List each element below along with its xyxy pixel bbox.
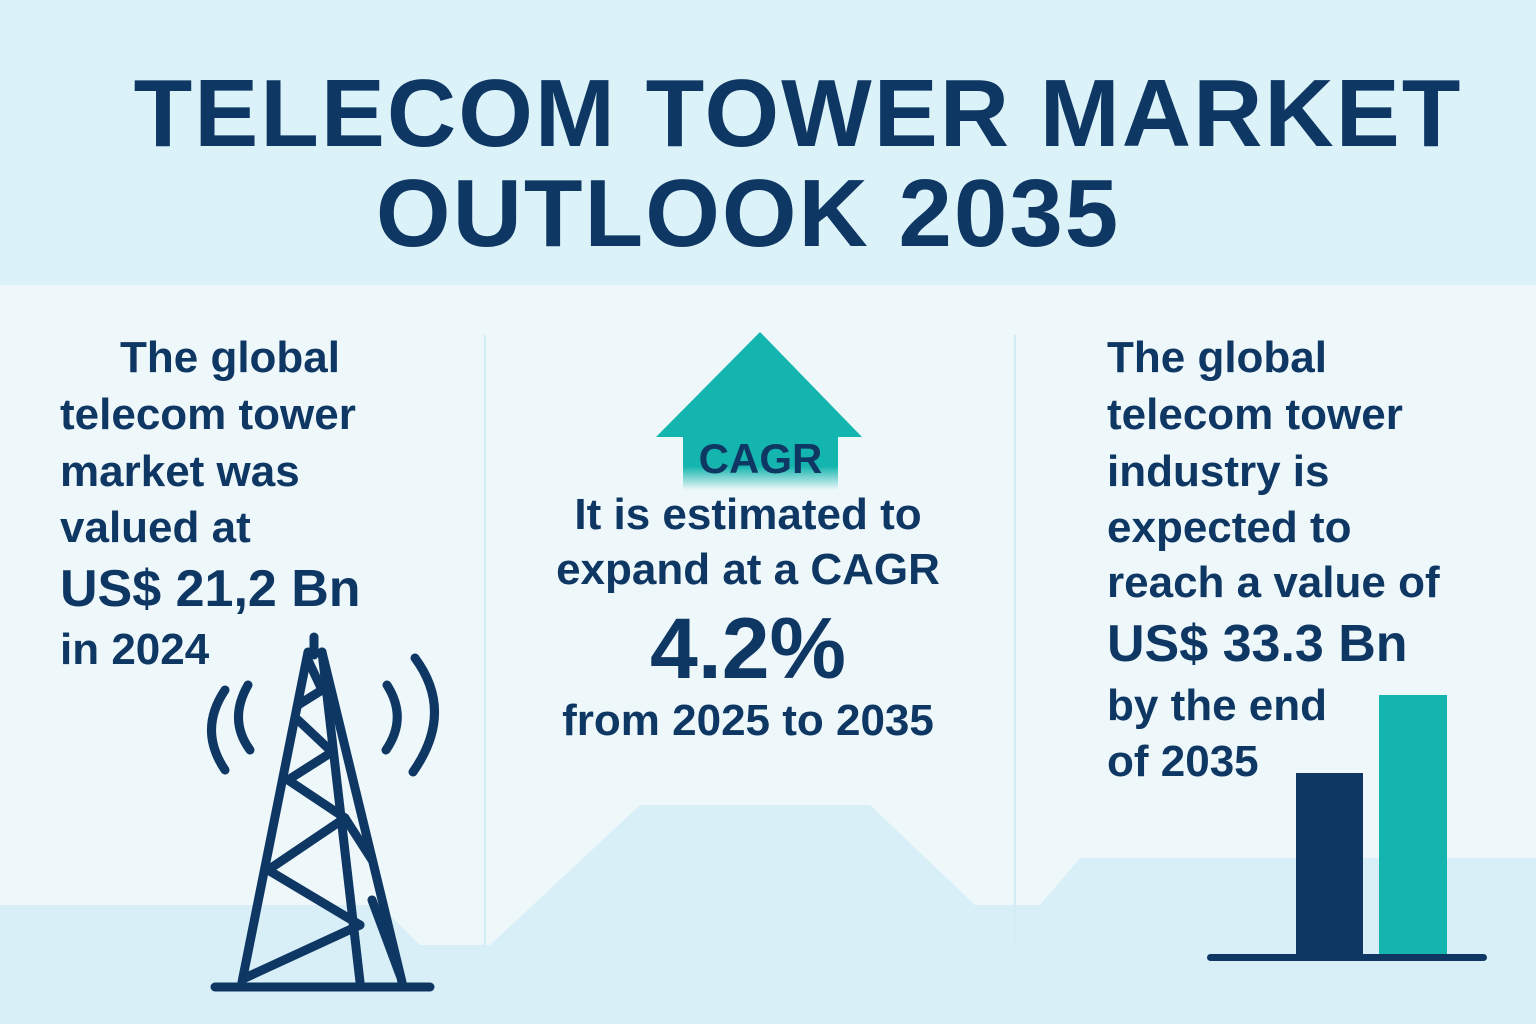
left-text-line: telecom tower <box>60 390 356 439</box>
center-period: from 2025 to 2035 <box>562 696 934 745</box>
bar-baseline <box>1207 954 1487 961</box>
divider-left <box>484 335 486 945</box>
center-text-line: It is estimated to <box>574 490 922 539</box>
bar-2024 <box>1296 773 1363 957</box>
left-text-line: The global <box>120 333 340 382</box>
right-text-line: The global <box>1107 333 1327 382</box>
right-text-line: industry is <box>1107 447 1330 496</box>
divider-right <box>1014 335 1016 945</box>
bar-2035 <box>1379 695 1447 957</box>
right-text-line: expected to <box>1107 503 1352 552</box>
cagr-value: 4.2% <box>649 601 847 697</box>
cagr-arrow-label: CAGR <box>698 435 823 482</box>
left-text-line: valued at <box>60 503 251 552</box>
left-year: in 2024 <box>60 625 210 674</box>
right-end-line: by the end <box>1107 681 1328 730</box>
title-line-2: OUTLOOK 2035 <box>375 160 1121 267</box>
right-end-line: of 2035 <box>1107 737 1259 786</box>
title-line-1: TELECOM TOWER MARKET <box>133 60 1463 167</box>
right-text-line: reach a value of <box>1107 558 1440 607</box>
left-text-line: market was <box>60 447 300 496</box>
left-market-value: US$ 21,2 Bn <box>60 560 361 618</box>
header-band <box>0 0 1536 285</box>
right-forecast-value: US$ 33.3 Bn <box>1107 615 1408 673</box>
right-text-line: telecom tower <box>1107 390 1403 439</box>
center-text-line: expand at a CAGR <box>556 545 940 594</box>
